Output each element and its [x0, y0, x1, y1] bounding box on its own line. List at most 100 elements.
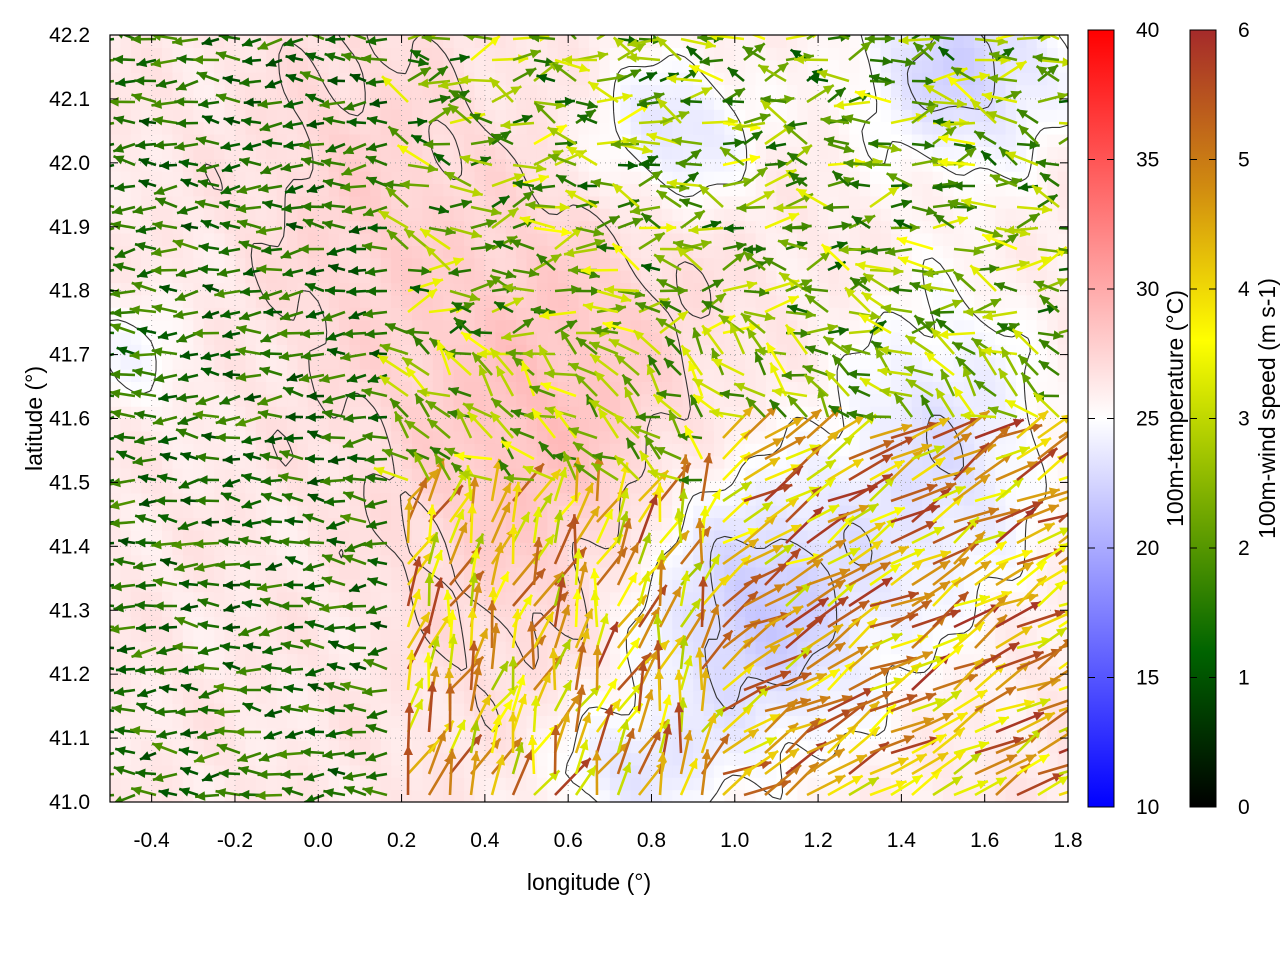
heatmap-cell: [536, 270, 548, 284]
heatmap-cell: [526, 245, 538, 259]
heatmap-cell: [359, 232, 371, 246]
heatmap-cell: [214, 393, 226, 407]
heatmap-cell: [620, 109, 632, 123]
heatmap-cell: [443, 270, 455, 284]
heatmap-cell: [828, 146, 840, 160]
heatmap-cell: [370, 566, 382, 580]
heatmap-cell: [266, 121, 278, 135]
heatmap-cell: [411, 455, 423, 469]
heatmap-cell: [589, 480, 601, 494]
heatmap-cell: [495, 467, 507, 481]
heatmap-cell: [297, 542, 309, 556]
heatmap-cell: [713, 121, 725, 135]
heatmap-cell: [516, 393, 528, 407]
heatmap-cell: [755, 195, 767, 209]
heatmap-cell: [380, 467, 392, 481]
heatmap-cell: [828, 109, 840, 123]
heatmap-cell: [609, 146, 621, 160]
heatmap-cell: [651, 678, 663, 692]
heatmap-cell: [724, 47, 736, 61]
heatmap-cell: [224, 84, 236, 98]
heatmap-cell: [276, 752, 288, 766]
heatmap-cell: [495, 72, 507, 86]
heatmap-cell: [474, 282, 486, 296]
heatmap-cell: [359, 183, 371, 197]
heatmap-cell: [349, 764, 361, 778]
heatmap-cell: [110, 331, 122, 345]
heatmap-cell: [339, 752, 351, 766]
heatmap-cell: [776, 121, 788, 135]
heatmap-cell: [672, 789, 684, 803]
heatmap-cell: [151, 455, 163, 469]
heatmap-cell: [901, 641, 913, 655]
heatmap-cell: [693, 566, 705, 580]
heatmap-cell: [391, 183, 403, 197]
heatmap-cell: [380, 133, 392, 147]
heatmap-cell: [214, 467, 226, 481]
heatmap-cell: [682, 208, 694, 222]
heatmap-cell: [307, 641, 319, 655]
heatmap-cell: [630, 752, 642, 766]
heatmap-cell: [536, 208, 548, 222]
heatmap-cell: [266, 517, 278, 531]
heatmap-cell: [713, 554, 725, 568]
heatmap-cell: [359, 381, 371, 395]
heatmap-cell: [516, 505, 528, 519]
heatmap-cell: [526, 232, 538, 246]
heatmap-cell: [297, 59, 309, 73]
heatmap-cell: [318, 109, 330, 123]
heatmap-cell: [162, 591, 174, 605]
heatmap-cell: [880, 195, 892, 209]
heatmap-cell: [151, 331, 163, 345]
heatmap-cell: [599, 628, 611, 642]
heatmap-cell: [661, 740, 673, 754]
heatmap-cell: [599, 430, 611, 444]
heatmap-cell: [536, 121, 548, 135]
heatmap-cell: [266, 616, 278, 630]
heatmap-cell: [838, 232, 850, 246]
heatmap-cell: [526, 492, 538, 506]
heatmap-cell: [172, 84, 184, 98]
heatmap-cell: [807, 665, 819, 679]
heatmap-cell: [162, 171, 174, 185]
heatmap-cell: [568, 715, 580, 729]
heatmap-cell: [828, 72, 840, 86]
heatmap-cell: [162, 529, 174, 543]
heatmap-cell: [526, 84, 538, 98]
heatmap-cell: [339, 418, 351, 432]
heatmap-cell: [599, 35, 611, 48]
heatmap-cell: [411, 517, 423, 531]
heatmap-cell: [776, 220, 788, 234]
heatmap-cell: [391, 282, 403, 296]
heatmap-cell: [557, 529, 569, 543]
heatmap-cell: [380, 455, 392, 469]
heatmap-cell: [203, 220, 215, 234]
heatmap-cell: [880, 492, 892, 506]
heatmap-cell: [703, 678, 715, 692]
heatmap-cell: [818, 467, 830, 481]
heatmap-cell: [547, 455, 559, 469]
heatmap-cell: [432, 344, 444, 358]
heatmap-cell: [193, 715, 205, 729]
heatmap-cell: [630, 418, 642, 432]
heatmap-cell: [547, 183, 559, 197]
heatmap-cell: [870, 393, 882, 407]
heatmap-cell: [307, 480, 319, 494]
heatmap-cell: [661, 208, 673, 222]
heatmap-cell: [536, 542, 548, 556]
heatmap-cell: [922, 727, 934, 741]
heatmap-cell: [526, 270, 538, 284]
heatmap-cell: [932, 777, 944, 791]
heatmap-cell: [484, 665, 496, 679]
heatmap-cell: [932, 344, 944, 358]
heatmap-cell: [193, 517, 205, 531]
heatmap-cell: [307, 777, 319, 791]
heatmap-cell: [151, 430, 163, 444]
heatmap-cell: [266, 356, 278, 370]
heatmap-cell: [266, 35, 278, 48]
heatmap-cell: [172, 72, 184, 86]
heatmap-cell: [203, 566, 215, 580]
heatmap-cell: [557, 727, 569, 741]
heatmap-cell: [484, 84, 496, 98]
heatmap-cell: [713, 566, 725, 580]
